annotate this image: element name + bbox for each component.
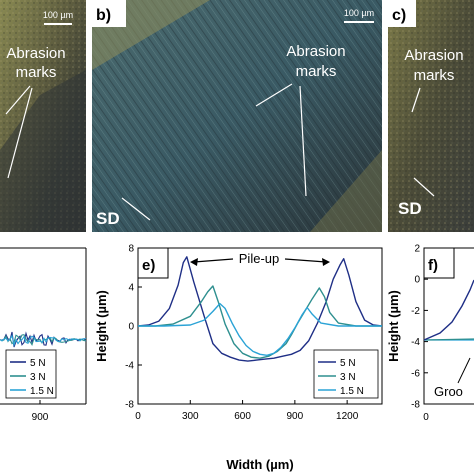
sd-arrow-b [121, 197, 151, 221]
series-line-e-3N [138, 285, 382, 359]
legend-label-d-1.5N: 1.5 N [30, 386, 54, 397]
panel-label-box-c [388, 0, 416, 27]
y-tick-label-f: -4 [411, 337, 420, 348]
x-tick-label-e: 1200 [336, 411, 359, 422]
x-axis-label-e: Width (µm) [226, 457, 293, 472]
legend-label-d-5N: 5 N [30, 358, 46, 369]
panel-label-b: b) [96, 7, 111, 24]
pileup-annotation: Pile-up [239, 251, 279, 266]
legend-d: 5 N 3 N 1.5 N [5, 349, 57, 399]
pileup-arrow-left [193, 258, 234, 263]
legend-label-e-5N: 5 N [340, 358, 356, 369]
micrograph-panel-b: b) 100 µm Abrasion marks SD [92, 0, 382, 232]
micrograph-panel-a: 100 µm Abrasion marks [0, 0, 86, 232]
sd-label-b: SD [96, 209, 120, 228]
arrow-a2 [7, 87, 33, 179]
series-f-5N [423, 279, 474, 341]
tick-label-d-900: 900 [32, 412, 49, 423]
annotation-abrasion-b-l2: marks [296, 63, 337, 80]
chart-panel-e: -8 -4 0 4 8 0 300 600 900 1200 Height (µm) Width… [94, 244, 383, 472]
sd-label-c: SD [398, 199, 422, 218]
sd-arrow-c [413, 177, 435, 197]
y-tick-label-e: 0 [128, 322, 134, 333]
panel-label-box-b [92, 0, 126, 27]
panel-label-c: c) [392, 7, 406, 24]
annotation-abrasion-a-l2: marks [16, 64, 57, 81]
chart-panel-f: -8 -6 -4 -2 0 2 0 Height (µm) f) Groo [386, 244, 474, 423]
y-tick-label-f: -8 [411, 400, 420, 411]
tick-label-f-0: 0 [423, 412, 429, 423]
x-tick-label-e: 900 [287, 411, 304, 422]
scalebar-b: 100 µm [344, 8, 374, 23]
y-tick-label-e: 4 [128, 283, 134, 294]
annotation-abrasion-b-l1: Abrasion [286, 43, 345, 60]
panel-label-e: e) [142, 257, 155, 274]
y-tick-label-e: 8 [128, 244, 134, 255]
panel-label-box-f [423, 247, 455, 279]
x-tick-label-e: 300 [182, 411, 199, 422]
y-axis-label-f: Height (µm) [386, 290, 401, 362]
y-tick-label-e: -8 [125, 400, 134, 411]
scalebar-label-a: 100 µm [43, 10, 73, 20]
y-tick-label-f: -2 [411, 306, 420, 317]
pileup-arrowhead-right [322, 258, 330, 266]
series-f-baseline-3N [423, 338, 474, 341]
arrow-a1 [5, 85, 31, 115]
groove-arrow [457, 357, 471, 384]
legend-label-e-1.5N: 1.5 N [340, 386, 364, 397]
panel-label-box-e [137, 247, 169, 279]
annotation-abrasion-c-l2: marks [414, 67, 455, 84]
pileup-arrow-right [284, 258, 327, 263]
legend-label-d-3N: 3 N [30, 372, 46, 383]
x-tick-label-e: 0 [135, 411, 141, 422]
arrow-c1 [411, 87, 421, 113]
y-tick-label-e: -4 [125, 361, 134, 372]
arrow-b2 [299, 85, 307, 197]
scalebar-a: 100 µm [43, 10, 73, 25]
x-axis-e: 0 300 600 900 1200 [135, 400, 359, 422]
y-tick-label-f: -6 [411, 368, 420, 379]
legend-label-e-3N: 3 N [340, 372, 356, 383]
annotation-abrasion-a-l1: Abrasion [6, 45, 65, 62]
arrow-b1 [255, 83, 293, 107]
chart-d-series-group [0, 331, 87, 348]
y-axis-label-e: Height (µm) [94, 290, 109, 362]
chart-e-series-group [137, 256, 383, 362]
scalebar-label-b: 100 µm [344, 8, 374, 18]
annotation-abrasion-c-l1: Abrasion [404, 47, 463, 64]
y-tick-label-f: 2 [414, 244, 420, 255]
panel-label-f: f) [428, 257, 438, 274]
chart-panel-d: 900 5 N 3 N 1.5 N [0, 247, 87, 423]
legend-e: 5 N 3 N 1.5 N [313, 349, 379, 399]
series-line-e-5N [137, 256, 383, 362]
series-line-e-1.5N [138, 302, 382, 356]
pileup-arrowhead-left [190, 258, 198, 266]
groove-annotation: Groo [434, 384, 463, 399]
x-tick-label-e: 600 [234, 411, 251, 422]
y-tick-label-f: 0 [414, 275, 420, 286]
micrograph-panel-c: c) Abrasion marks SD [388, 0, 474, 232]
series-line-d-1.5N [0, 334, 87, 347]
